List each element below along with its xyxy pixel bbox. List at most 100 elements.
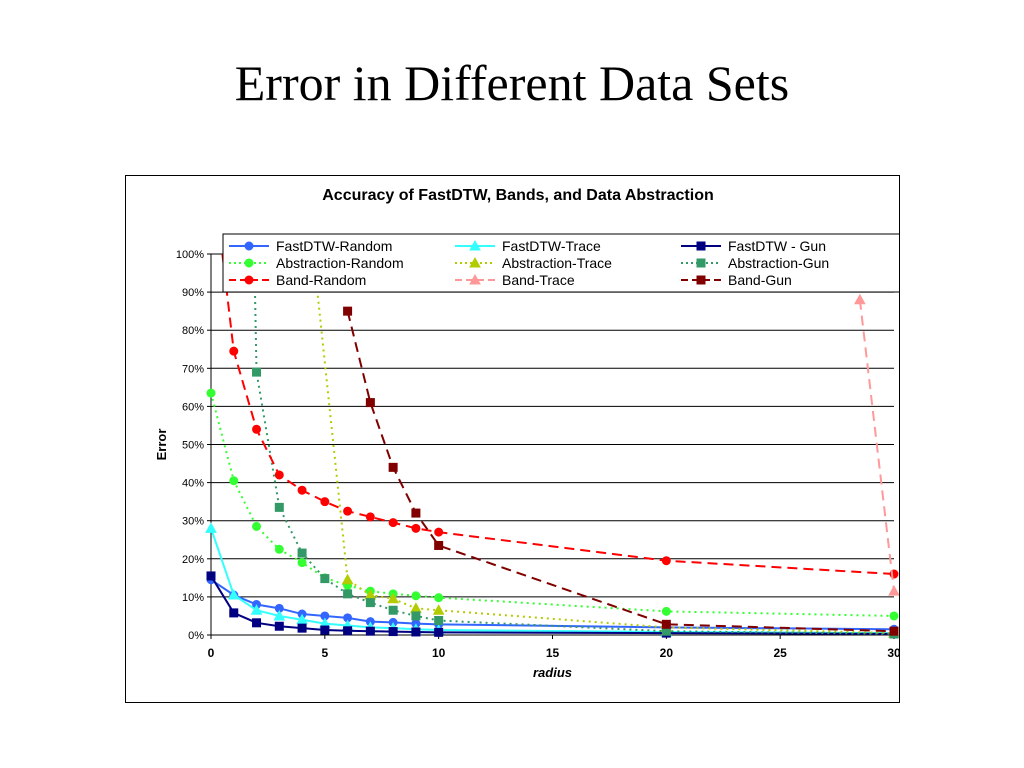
data-point [274,544,284,554]
legend-item: Abstraction-Random [229,255,404,271]
data-point [388,462,398,472]
legend-label: FastDTW-Trace [502,238,601,254]
data-point [320,625,330,635]
data-point [343,589,353,599]
data-point [434,527,444,537]
data-point [888,585,899,596]
legend-label: FastDTW-Random [276,238,392,254]
y-tick-label: 50% [182,440,204,452]
data-point [661,619,671,629]
data-point [411,591,421,601]
chart-frame: Accuracy of FastDTW, Bands, and Data Abs… [125,175,900,703]
data-point [889,611,899,621]
legend-box [222,233,899,293]
data-point [297,548,307,558]
series-line [210,527,895,635]
legend-item: FastDTW-Trace [455,238,601,254]
data-point [206,571,216,581]
error-line-chart: Accuracy of FastDTW, Bands, and Data Abs… [154,187,899,680]
data-point [343,626,353,636]
series-line [210,392,895,617]
y-tick-label: 30% [182,516,204,528]
legend-marker [469,273,481,285]
data-point [411,508,421,518]
data-point [365,626,375,636]
series-1 [205,522,899,638]
data-point [434,627,444,637]
y-tick-label: 80% [182,325,204,337]
legend-label: Abstraction-Random [276,255,404,271]
data-point [252,367,262,377]
legend-item: Band-Random [229,272,366,288]
data-point [411,627,421,637]
y-tick-label: 90% [182,287,204,299]
x-tick-label: 30 [887,646,899,660]
series-7 [854,293,899,596]
data-point [274,470,284,480]
series-line [312,254,895,635]
x-axis-label: radius [533,665,572,680]
data-point [411,523,421,533]
data-point [388,627,398,637]
data-point [432,604,445,615]
data-point [410,602,422,613]
data-point [341,573,354,585]
data-point [411,611,421,621]
legend-item: FastDTW - Gun [681,238,826,254]
data-point [297,485,307,495]
series-line [858,299,895,592]
data-point [343,306,353,316]
data-point [252,521,262,531]
legend-marker [244,241,254,251]
data-point [889,626,899,636]
legend: FastDTW-Random FastDTW-Trace FastDTW - Gun… [222,233,899,293]
data-point [252,618,262,628]
data-point [229,608,239,618]
legend-marker [696,275,706,285]
legend-item: FastDTW-Random [229,238,392,254]
data-point [297,623,307,633]
legend-label: Band-Random [276,272,366,288]
legend-label: Abstraction-Gun [728,255,829,271]
x-tick-label: 15 [546,646,560,660]
x-tick-label: 20 [660,646,674,660]
legend-marker [469,239,481,251]
data-point [343,506,353,516]
y-tick-label: 100% [176,249,204,261]
data-point [661,606,671,616]
x-tick-label: 0 [208,646,215,660]
y-tick-label: 0% [188,630,204,642]
data-point [273,609,286,621]
data-point [297,558,307,568]
data-point [854,293,866,305]
legend-marker [244,258,254,268]
data-point [229,346,239,356]
data-point [434,616,444,626]
y-tick-label: 20% [182,554,204,566]
data-point [229,476,239,486]
data-point [434,593,444,603]
legend-label: Abstraction-Trace [502,255,612,271]
legend-item: Band-Gun [681,272,792,288]
legend-label: FastDTW - Gun [728,238,826,254]
data-point [365,512,375,522]
y-tick-label: 70% [182,363,204,375]
data-point [205,522,217,533]
chart-title: Accuracy of FastDTW, Bands, and Data Abs… [322,187,713,204]
data-point [252,424,262,434]
data-point [387,592,399,604]
x-tick-label: 25 [773,646,787,660]
data-point [365,598,375,608]
legend-item: Band-Trace [455,272,575,288]
legend-item: Abstraction-Trace [455,255,612,271]
data-point [661,556,671,566]
series-4 [312,254,899,638]
legend-label: Band-Trace [502,272,575,288]
legend-marker [696,258,706,268]
legend-marker [244,275,254,285]
data-point [388,518,398,528]
series-line [221,254,895,576]
slide-title: Error in Different Data Sets [234,55,790,111]
data-point [274,502,284,512]
y-axis-label: Error [154,429,169,461]
